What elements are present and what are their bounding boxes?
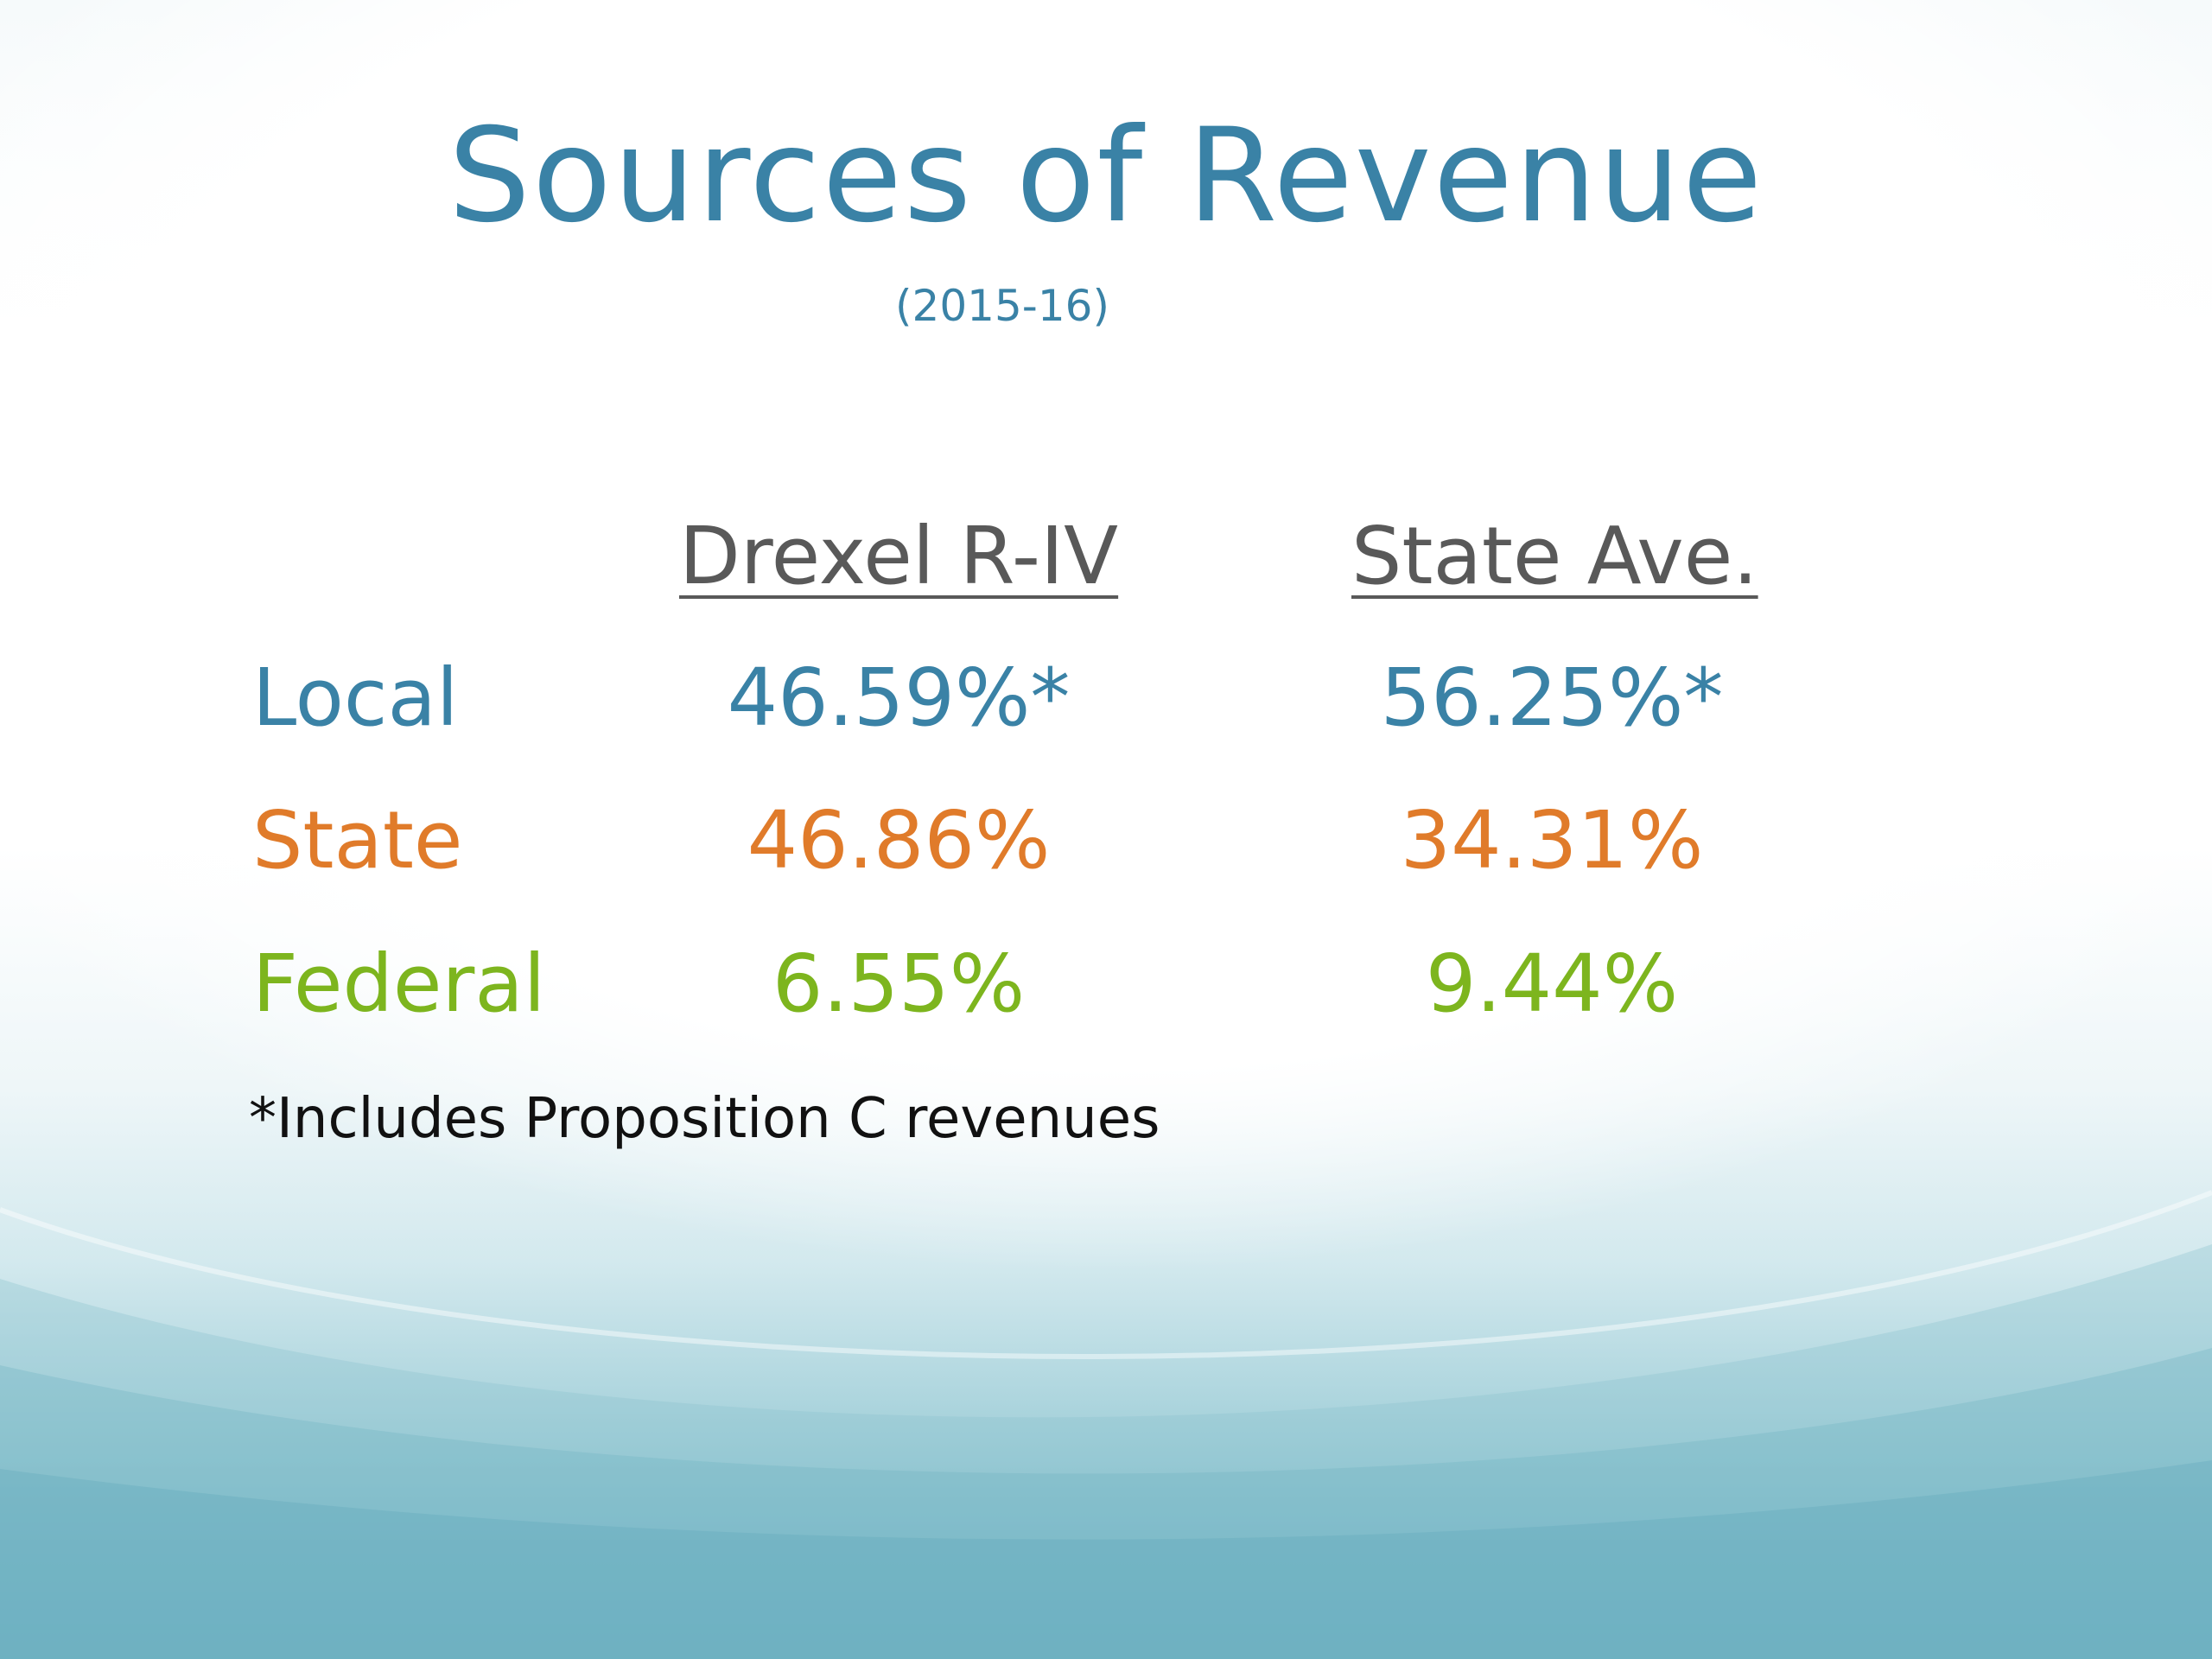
column-header-drexel: Drexel R-IV (679, 510, 1119, 602)
column-header-state-average: State Ave. (1351, 510, 1758, 602)
row-label-local: Local (252, 652, 459, 744)
row-label-federal: Federal (252, 938, 546, 1030)
value-federal-drexel: 6.55% (772, 938, 1026, 1030)
value-local-state-average: 56.25%* (1380, 652, 1724, 744)
row-label-state: State (252, 794, 463, 887)
value-state-state-average: 34.31% (1400, 794, 1704, 887)
revenue-row-local: Local 46.59%* 56.25%* (0, 652, 2212, 764)
value-local-drexel: 46.59%* (727, 652, 1071, 744)
footnote: *Includes Proposition C revenues (249, 1087, 1160, 1151)
slide-title: Sources of Revenue (448, 101, 1764, 251)
revenue-row-federal: Federal 6.55% 9.44% (0, 938, 2212, 1050)
value-state-drexel: 46.86% (747, 794, 1051, 887)
value-federal-state-average: 9.44% (1425, 938, 1679, 1030)
revenue-row-state: State 46.86% 34.31% (0, 794, 2212, 906)
slide-subtitle: (2015-16) (895, 281, 1109, 331)
